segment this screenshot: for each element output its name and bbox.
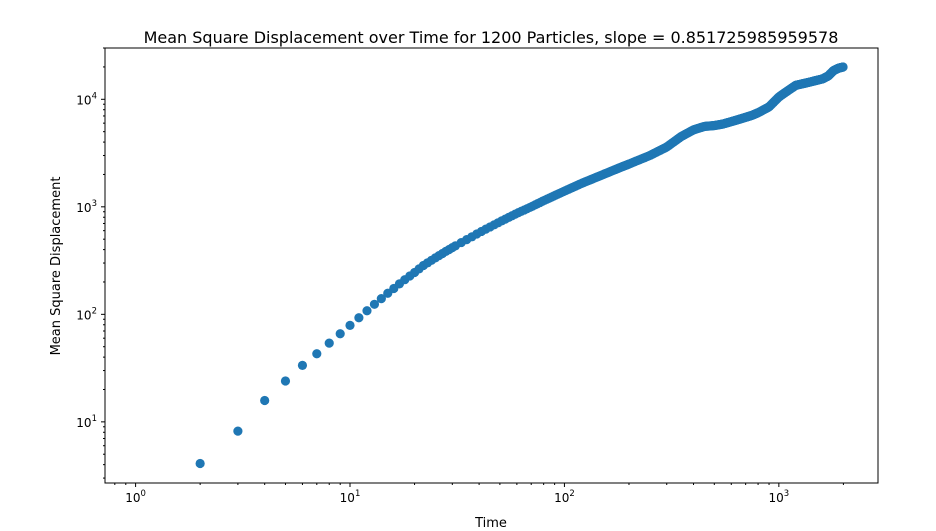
- data-point: [376, 294, 386, 304]
- data-point: [233, 426, 243, 436]
- data-point: [354, 313, 364, 323]
- data-point: [362, 306, 372, 316]
- chart-title: Mean Square Displacement over Time for 1…: [144, 28, 839, 47]
- data-point: [195, 458, 205, 469]
- x-tick-label: 101: [340, 489, 361, 505]
- data-point: [260, 395, 270, 406]
- y-tick-label: 104: [76, 91, 97, 107]
- data-point: [280, 376, 291, 386]
- data-point: [335, 329, 345, 339]
- x-tick-label: 102: [554, 489, 575, 505]
- y-axis-ticks: 101 102 103 104: [76, 47, 105, 479]
- scatter-markers: [195, 62, 848, 469]
- x-tick-label: 100: [125, 489, 146, 505]
- data-point: [345, 320, 355, 330]
- x-tick-label: 103: [769, 489, 790, 505]
- y-tick-label: 103: [76, 199, 97, 215]
- plot-frame: [104, 47, 879, 484]
- x-axis-ticks: 100 101 102 103: [114, 483, 844, 505]
- y-axis-label: Mean Square Displacement: [49, 177, 64, 356]
- data-point: [838, 62, 848, 72]
- y-tick-label: 102: [76, 306, 97, 322]
- x-axis-label: Time: [474, 516, 507, 531]
- data-point: [312, 349, 322, 359]
- data-point: [297, 360, 308, 371]
- y-tick-label: 101: [76, 414, 97, 430]
- data-point: [369, 299, 380, 309]
- data-point: [324, 338, 334, 348]
